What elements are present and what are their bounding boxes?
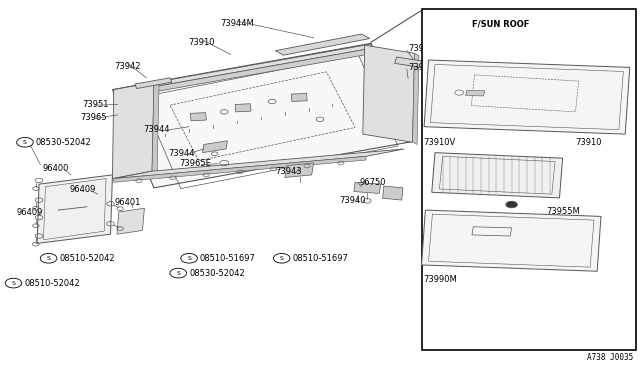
Polygon shape bbox=[424, 60, 630, 134]
Text: 73942: 73942 bbox=[114, 62, 140, 71]
Circle shape bbox=[170, 268, 186, 278]
Polygon shape bbox=[354, 182, 381, 193]
Text: 96750: 96750 bbox=[360, 178, 386, 187]
Text: 08530-52042: 08530-52042 bbox=[189, 269, 245, 278]
Circle shape bbox=[17, 137, 33, 147]
Text: 73944M: 73944M bbox=[220, 19, 254, 28]
Polygon shape bbox=[413, 53, 419, 144]
Polygon shape bbox=[117, 208, 145, 234]
Text: 73943: 73943 bbox=[275, 167, 302, 176]
Text: S: S bbox=[47, 256, 51, 261]
Text: 96409: 96409 bbox=[17, 208, 43, 217]
Text: 08510-52042: 08510-52042 bbox=[60, 254, 115, 263]
Text: S: S bbox=[23, 140, 27, 145]
Circle shape bbox=[273, 253, 290, 263]
Polygon shape bbox=[432, 153, 563, 198]
Polygon shape bbox=[275, 34, 370, 55]
Text: 73944: 73944 bbox=[168, 149, 195, 158]
Text: S: S bbox=[187, 256, 191, 261]
Text: 73910V: 73910V bbox=[424, 138, 456, 147]
Polygon shape bbox=[114, 44, 372, 94]
Text: 73910: 73910 bbox=[575, 138, 602, 147]
Text: 73965: 73965 bbox=[81, 113, 107, 122]
Text: 73951: 73951 bbox=[83, 100, 109, 109]
Polygon shape bbox=[235, 104, 251, 112]
Polygon shape bbox=[285, 163, 314, 177]
Text: 73955M: 73955M bbox=[547, 207, 580, 216]
Text: 96401: 96401 bbox=[115, 198, 141, 207]
Text: 96400: 96400 bbox=[42, 164, 68, 173]
Circle shape bbox=[40, 253, 57, 263]
Text: 08510-51697: 08510-51697 bbox=[292, 254, 348, 263]
Text: 73940: 73940 bbox=[339, 196, 365, 205]
Text: 73965E: 73965E bbox=[179, 159, 211, 168]
Circle shape bbox=[506, 201, 517, 208]
Polygon shape bbox=[190, 113, 206, 121]
Polygon shape bbox=[135, 78, 172, 89]
Text: S: S bbox=[12, 280, 15, 286]
Text: 73940A: 73940A bbox=[408, 63, 440, 72]
Polygon shape bbox=[152, 82, 159, 172]
Text: 73990M: 73990M bbox=[424, 275, 457, 284]
Polygon shape bbox=[383, 186, 403, 200]
Text: A738 J0035: A738 J0035 bbox=[587, 353, 633, 362]
Text: S: S bbox=[176, 270, 180, 276]
Polygon shape bbox=[395, 57, 428, 68]
Text: F/SUN ROOF: F/SUN ROOF bbox=[472, 19, 529, 28]
Text: 73910: 73910 bbox=[189, 38, 215, 47]
Text: 08510-52042: 08510-52042 bbox=[24, 279, 80, 288]
Text: 08530-52042: 08530-52042 bbox=[36, 138, 92, 147]
Polygon shape bbox=[115, 48, 374, 99]
Polygon shape bbox=[363, 45, 415, 142]
Polygon shape bbox=[113, 43, 413, 188]
Text: 73944: 73944 bbox=[143, 125, 170, 134]
Polygon shape bbox=[202, 141, 227, 153]
Polygon shape bbox=[114, 149, 404, 179]
Polygon shape bbox=[113, 82, 154, 179]
Text: 08510-51697: 08510-51697 bbox=[200, 254, 256, 263]
Text: 73939: 73939 bbox=[408, 44, 435, 53]
Polygon shape bbox=[466, 90, 484, 96]
Polygon shape bbox=[37, 175, 113, 243]
Circle shape bbox=[5, 278, 22, 288]
Bar bbox=[422, 9, 636, 350]
Polygon shape bbox=[422, 210, 601, 271]
Polygon shape bbox=[114, 156, 366, 182]
Polygon shape bbox=[291, 93, 307, 102]
Circle shape bbox=[180, 253, 197, 263]
Text: S: S bbox=[280, 256, 284, 261]
Text: 96409: 96409 bbox=[70, 185, 96, 194]
